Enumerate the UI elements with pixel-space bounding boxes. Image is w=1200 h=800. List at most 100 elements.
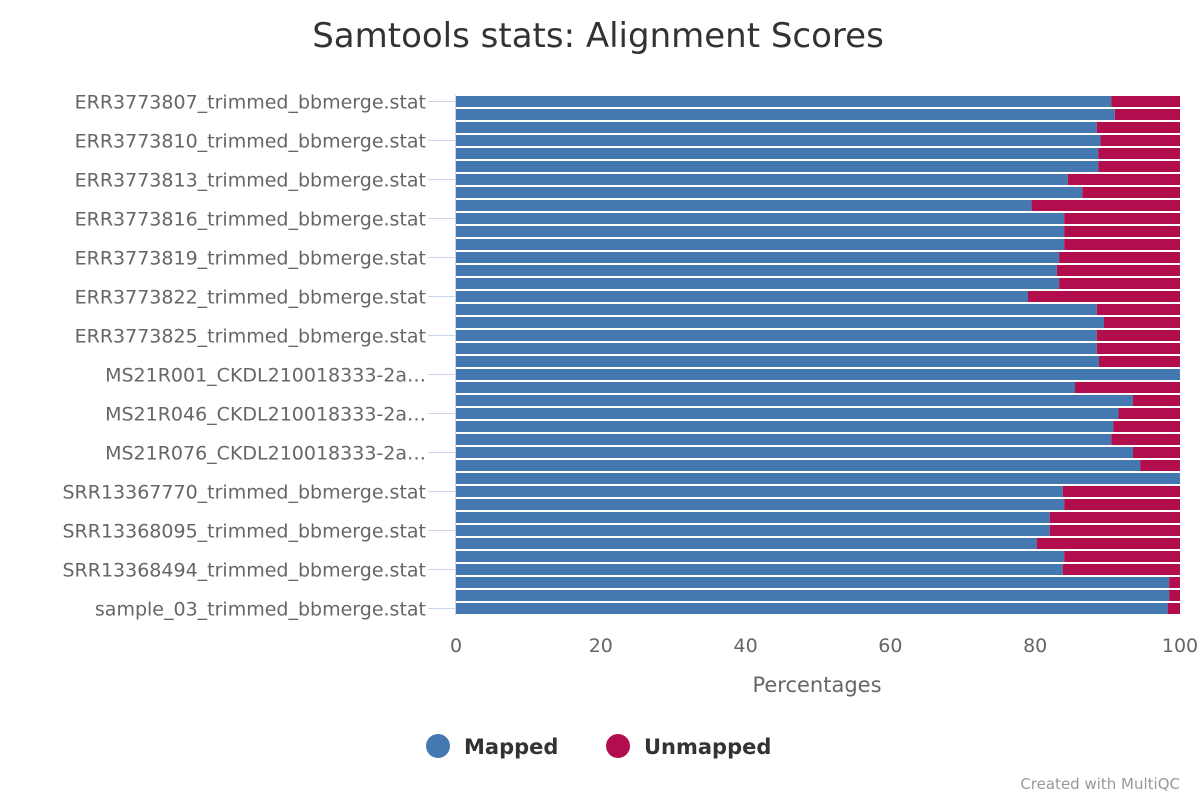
bar-unmapped-37[interactable] bbox=[1169, 577, 1180, 588]
bar-mapped-19[interactable] bbox=[456, 343, 1097, 354]
bar-unmapped-35[interactable] bbox=[1064, 551, 1180, 562]
legend-marker-mapped[interactable] bbox=[426, 734, 450, 758]
bar-mapped-24[interactable] bbox=[456, 408, 1119, 419]
bar-mapped-31[interactable] bbox=[456, 499, 1065, 510]
bar-mapped-38[interactable] bbox=[456, 590, 1170, 601]
bar-unmapped-5[interactable] bbox=[1098, 161, 1180, 172]
bar-mapped-18[interactable] bbox=[456, 330, 1097, 341]
x-tick-label: 60 bbox=[878, 635, 902, 657]
bar-mapped-22[interactable] bbox=[456, 382, 1076, 393]
bar-unmapped-36[interactable] bbox=[1062, 564, 1180, 575]
y-tick-label: ERR3773813_trimmed_bbmerge.stat bbox=[75, 170, 426, 192]
credits-text[interactable]: Created with MultiQC bbox=[1020, 775, 1180, 793]
bar-unmapped-3[interactable] bbox=[1100, 135, 1180, 146]
bar-mapped-17[interactable] bbox=[456, 317, 1104, 328]
bar-unmapped-1[interactable] bbox=[1114, 109, 1180, 120]
bar-unmapped-26[interactable] bbox=[1111, 434, 1180, 445]
bar-mapped-11[interactable] bbox=[456, 239, 1065, 250]
bar-mapped-35[interactable] bbox=[456, 551, 1065, 562]
bar-mapped-23[interactable] bbox=[456, 395, 1133, 406]
bar-mapped-2[interactable] bbox=[456, 122, 1097, 133]
bar-unmapped-19[interactable] bbox=[1096, 343, 1180, 354]
y-tick-label: SRR13367770_trimmed_bbmerge.stat bbox=[62, 482, 426, 504]
bar-mapped-28[interactable] bbox=[456, 460, 1141, 471]
legend-marker-unmapped[interactable] bbox=[606, 734, 630, 758]
bar-unmapped-9[interactable] bbox=[1064, 213, 1180, 224]
bar-unmapped-17[interactable] bbox=[1103, 317, 1180, 328]
bar-mapped-9[interactable] bbox=[456, 213, 1065, 224]
legend[interactable]: Mapped Unmapped bbox=[426, 734, 771, 759]
x-axis-label: Percentages bbox=[752, 673, 881, 697]
bar-unmapped-0[interactable] bbox=[1111, 96, 1180, 107]
bar-unmapped-10[interactable] bbox=[1064, 226, 1180, 237]
bar-unmapped-20[interactable] bbox=[1098, 356, 1180, 367]
bar-mapped-29[interactable] bbox=[456, 473, 1180, 484]
x-axis: 0 20 40 60 80 100 bbox=[450, 635, 1198, 657]
bar-mapped-36[interactable] bbox=[456, 564, 1063, 575]
bar-unmapped-38[interactable] bbox=[1169, 590, 1180, 601]
bar-mapped-5[interactable] bbox=[456, 161, 1099, 172]
bar-unmapped-30[interactable] bbox=[1062, 486, 1180, 497]
y-tick-label: ERR3773819_trimmed_bbmerge.stat bbox=[75, 248, 426, 270]
bar-unmapped-32[interactable] bbox=[1049, 512, 1180, 523]
bar-unmapped-15[interactable] bbox=[1027, 291, 1180, 302]
bar-unmapped-25[interactable] bbox=[1113, 421, 1180, 432]
bar-mapped-4[interactable] bbox=[456, 148, 1099, 159]
bar-unmapped-7[interactable] bbox=[1082, 187, 1180, 198]
bar-mapped-8[interactable] bbox=[456, 200, 1032, 211]
bar-unmapped-2[interactable] bbox=[1096, 122, 1180, 133]
legend-label-unmapped[interactable]: Unmapped bbox=[644, 735, 771, 759]
bar-unmapped-12[interactable] bbox=[1059, 252, 1180, 263]
x-tick-label: 100 bbox=[1162, 635, 1198, 657]
bar-mapped-27[interactable] bbox=[456, 447, 1133, 458]
bar-mapped-12[interactable] bbox=[456, 252, 1060, 263]
bar-mapped-1[interactable] bbox=[456, 109, 1115, 120]
bar-mapped-33[interactable] bbox=[456, 525, 1050, 536]
bar-unmapped-39[interactable] bbox=[1167, 603, 1180, 614]
x-tick-label: 40 bbox=[734, 635, 758, 657]
bar-unmapped-13[interactable] bbox=[1056, 265, 1180, 276]
bar-mapped-15[interactable] bbox=[456, 291, 1028, 302]
bar-unmapped-34[interactable] bbox=[1036, 538, 1180, 549]
bar-unmapped-18[interactable] bbox=[1096, 330, 1180, 341]
x-tick-label: 20 bbox=[589, 635, 613, 657]
bar-unmapped-27[interactable] bbox=[1132, 447, 1180, 458]
x-tick-label: 0 bbox=[450, 635, 462, 657]
bar-mapped-37[interactable] bbox=[456, 577, 1170, 588]
bar-mapped-13[interactable] bbox=[456, 265, 1057, 276]
bar-unmapped-22[interactable] bbox=[1075, 382, 1180, 393]
bar-mapped-20[interactable] bbox=[456, 356, 1099, 367]
bar-mapped-10[interactable] bbox=[456, 226, 1065, 237]
bar-mapped-39[interactable] bbox=[456, 603, 1168, 614]
bar-unmapped-23[interactable] bbox=[1132, 395, 1180, 406]
bar-unmapped-28[interactable] bbox=[1140, 460, 1180, 471]
y-tick-label: ERR3773807_trimmed_bbmerge.stat bbox=[75, 92, 426, 114]
bar-mapped-32[interactable] bbox=[456, 512, 1050, 523]
bar-mapped-25[interactable] bbox=[456, 421, 1114, 432]
bar-mapped-6[interactable] bbox=[456, 174, 1068, 185]
bar-mapped-0[interactable] bbox=[456, 96, 1112, 107]
bar-mapped-16[interactable] bbox=[456, 304, 1097, 315]
bar-unmapped-24[interactable] bbox=[1118, 408, 1180, 419]
y-tick-label: ERR3773816_trimmed_bbmerge.stat bbox=[75, 209, 426, 231]
bar-unmapped-4[interactable] bbox=[1098, 148, 1180, 159]
bar-unmapped-16[interactable] bbox=[1096, 304, 1180, 315]
bar-unmapped-33[interactable] bbox=[1049, 525, 1180, 536]
y-tick-label: SRR13368095_trimmed_bbmerge.stat bbox=[62, 521, 426, 543]
bar-mapped-21[interactable] bbox=[456, 369, 1180, 380]
bar-unmapped-31[interactable] bbox=[1064, 499, 1180, 510]
bar-unmapped-6[interactable] bbox=[1067, 174, 1180, 185]
y-axis: ERR3773807_trimmed_bbmerge.stat ERR377381… bbox=[62, 92, 456, 621]
bar-mapped-3[interactable] bbox=[456, 135, 1101, 146]
bar-mapped-26[interactable] bbox=[456, 434, 1112, 445]
legend-label-mapped[interactable]: Mapped bbox=[464, 735, 558, 759]
bar-mapped-30[interactable] bbox=[456, 486, 1063, 497]
y-tick-label: ERR3773822_trimmed_bbmerge.stat bbox=[75, 287, 426, 309]
bar-unmapped-14[interactable] bbox=[1059, 278, 1180, 289]
bar-unmapped-8[interactable] bbox=[1031, 200, 1180, 211]
bar-mapped-34[interactable] bbox=[456, 538, 1037, 549]
bar-mapped-14[interactable] bbox=[456, 278, 1060, 289]
bar-mapped-7[interactable] bbox=[456, 187, 1083, 198]
bar-unmapped-11[interactable] bbox=[1064, 239, 1180, 250]
